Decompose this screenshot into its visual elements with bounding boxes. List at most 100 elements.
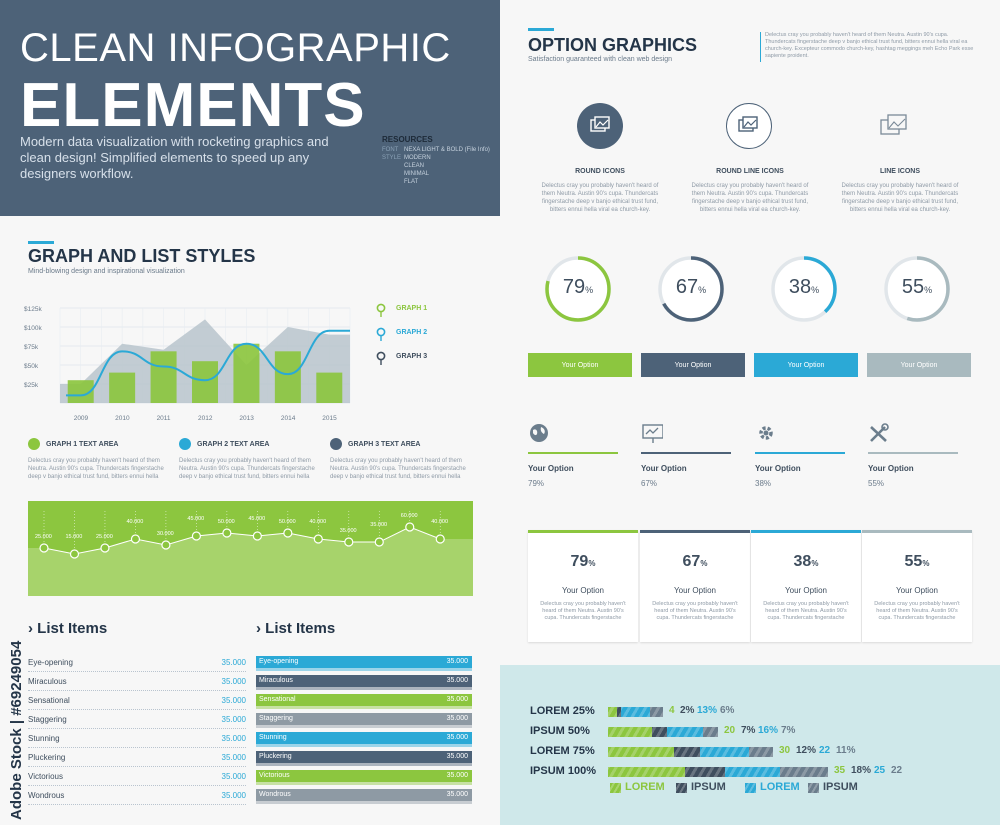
stack-segment-value: 18% bbox=[851, 765, 872, 776]
option-card: 79% Your Option Delectus cray you probably… bbox=[528, 530, 638, 642]
stack-segment-value: 30 bbox=[779, 745, 791, 756]
card-label: Your Option bbox=[674, 586, 716, 595]
your-option-button[interactable]: Your Option bbox=[528, 353, 632, 377]
stock-watermark: Adobe Stock | #69249054 bbox=[8, 640, 25, 820]
option-card: 55% Your Option Delectus cray you probably… bbox=[862, 530, 972, 642]
list-bar-item: Eye-opening 35.000 bbox=[256, 656, 472, 671]
resource-key bbox=[382, 179, 404, 185]
donut-value: 55% bbox=[882, 276, 952, 299]
donut-value: 79% bbox=[543, 276, 613, 299]
stack-segment bbox=[652, 727, 668, 737]
pin-dark-icon bbox=[376, 351, 386, 365]
resource-key: STYLE bbox=[382, 155, 402, 161]
legend-label: IPSUM bbox=[691, 781, 726, 793]
main-bar-chart: $125k $100k $75k $50k $25k 2009 2010 2011 2012 20… bbox=[24, 306, 351, 422]
resource-value: MODERN bbox=[404, 155, 431, 161]
tools-icon bbox=[870, 423, 889, 442]
list-right-title: › List Items bbox=[256, 620, 336, 637]
area-point-label: 45.000 bbox=[248, 516, 265, 522]
list-bar-value: 35.000 bbox=[446, 658, 468, 665]
option-item[interactable]: Your Option 55% bbox=[868, 422, 958, 492]
stack-segment-value: 22 bbox=[891, 765, 903, 776]
legend-swatch bbox=[808, 783, 819, 793]
note-divider bbox=[760, 32, 761, 62]
stack-segment-value: 35 bbox=[834, 765, 846, 776]
graph1-bar bbox=[109, 372, 136, 403]
area-point-label: 40.000 bbox=[309, 519, 326, 525]
list-item-label: Wondrous bbox=[28, 791, 65, 800]
list-bar-shadow bbox=[256, 687, 472, 690]
card-unit: % bbox=[588, 559, 596, 568]
donut-unit: % bbox=[811, 285, 820, 295]
option-item[interactable]: Your Option 79% bbox=[528, 422, 618, 492]
graph-section-subtitle: Mind-blowing design and inspirational vi… bbox=[28, 268, 185, 275]
list-bar-label: Stunning bbox=[259, 734, 287, 741]
resources-heading: RESOURCES bbox=[382, 135, 433, 144]
option-accent-line bbox=[528, 28, 554, 31]
area-point bbox=[344, 537, 354, 547]
graph2-line bbox=[66, 329, 350, 397]
stack-segment bbox=[621, 707, 650, 717]
stack-segment-value: 6% bbox=[720, 705, 735, 716]
area-point-label: 30.000 bbox=[157, 531, 174, 537]
list-bar-item: Staggering 35.000 bbox=[256, 713, 472, 728]
stack-segment bbox=[608, 707, 617, 717]
donut-svg bbox=[658, 256, 724, 322]
text-area-body: Delectus cray you probably haven't heard… bbox=[28, 458, 164, 480]
list-item: Pluckering 35.000 bbox=[28, 748, 246, 767]
legend-label: LOREM bbox=[760, 781, 800, 793]
round-line-icons-body: Delectus cray you probably haven't heard… bbox=[691, 183, 809, 213]
pin-green-icon bbox=[376, 303, 386, 317]
y-tick-label: $25k bbox=[24, 382, 39, 389]
area-point bbox=[435, 534, 445, 544]
card-unit: % bbox=[700, 559, 708, 568]
area-point bbox=[161, 540, 171, 550]
badge-dark-icon bbox=[330, 438, 342, 450]
list-item-label: Staggering bbox=[28, 715, 67, 724]
graph1-bar bbox=[316, 372, 343, 403]
option-underline bbox=[868, 452, 958, 454]
list-bar-item: Pluckering 35.000 bbox=[256, 751, 472, 766]
card-value: 79% bbox=[528, 553, 638, 571]
card-unit: % bbox=[811, 559, 819, 568]
text-area-body: Delectus cray you probably haven't heard… bbox=[179, 458, 315, 480]
your-option-button[interactable]: Your Option bbox=[754, 353, 858, 377]
stack-segment-value: 16% bbox=[758, 725, 779, 736]
list-item: Sensational 35.000 bbox=[28, 691, 246, 710]
hero-title-line1: CLEAN INFOGRAPHIC bbox=[20, 26, 451, 70]
list-item-value: 35.000 bbox=[221, 677, 246, 686]
stack-segment-value: 13% bbox=[697, 705, 718, 716]
area-point-label: 40.000 bbox=[126, 519, 143, 525]
your-option-button[interactable]: Your Option bbox=[641, 353, 745, 377]
donut-chart: 79% bbox=[543, 254, 613, 324]
graph1-bar bbox=[192, 361, 218, 403]
graph2-text-area: GRAPH 2 TEXT AREA Delectus cray you prob… bbox=[179, 438, 319, 481]
donut-number: 38 bbox=[788, 276, 812, 298]
your-option-button[interactable]: Your Option bbox=[867, 353, 971, 377]
stack-segment-value: 7% bbox=[781, 725, 796, 736]
area-point bbox=[69, 549, 80, 559]
area-fill bbox=[28, 527, 473, 596]
area-point bbox=[374, 537, 384, 547]
card-label: Your Option bbox=[896, 586, 938, 595]
round-line-icon-badge bbox=[726, 103, 772, 149]
area-point bbox=[100, 543, 110, 553]
donut-svg bbox=[545, 256, 611, 322]
text-area-body: Delectus cray you probably haven't heard… bbox=[330, 458, 466, 480]
donut-chart: 67% bbox=[656, 254, 726, 324]
option-item[interactable]: Your Option 67% bbox=[641, 422, 731, 492]
stack-row-label: IPSUM 100% bbox=[530, 765, 597, 777]
stack-segment bbox=[616, 707, 622, 717]
list-item-value: 35.000 bbox=[221, 658, 246, 667]
legend-item-graph3: GRAPH 3 bbox=[376, 351, 427, 370]
resource-key: FONT bbox=[382, 147, 399, 153]
donut-unit: % bbox=[924, 285, 933, 295]
option-item[interactable]: Your Option 38% bbox=[755, 422, 845, 492]
list-bar-shadow bbox=[256, 744, 472, 747]
round-icons-body: Delectus cray you probably haven't heard… bbox=[541, 183, 659, 213]
area-point bbox=[252, 531, 262, 541]
card-label: Your Option bbox=[785, 586, 827, 595]
list-bar-item: Miraculous 35.000 bbox=[256, 675, 472, 690]
option-card: 38% Your Option Delectus cray you probably… bbox=[751, 530, 861, 642]
